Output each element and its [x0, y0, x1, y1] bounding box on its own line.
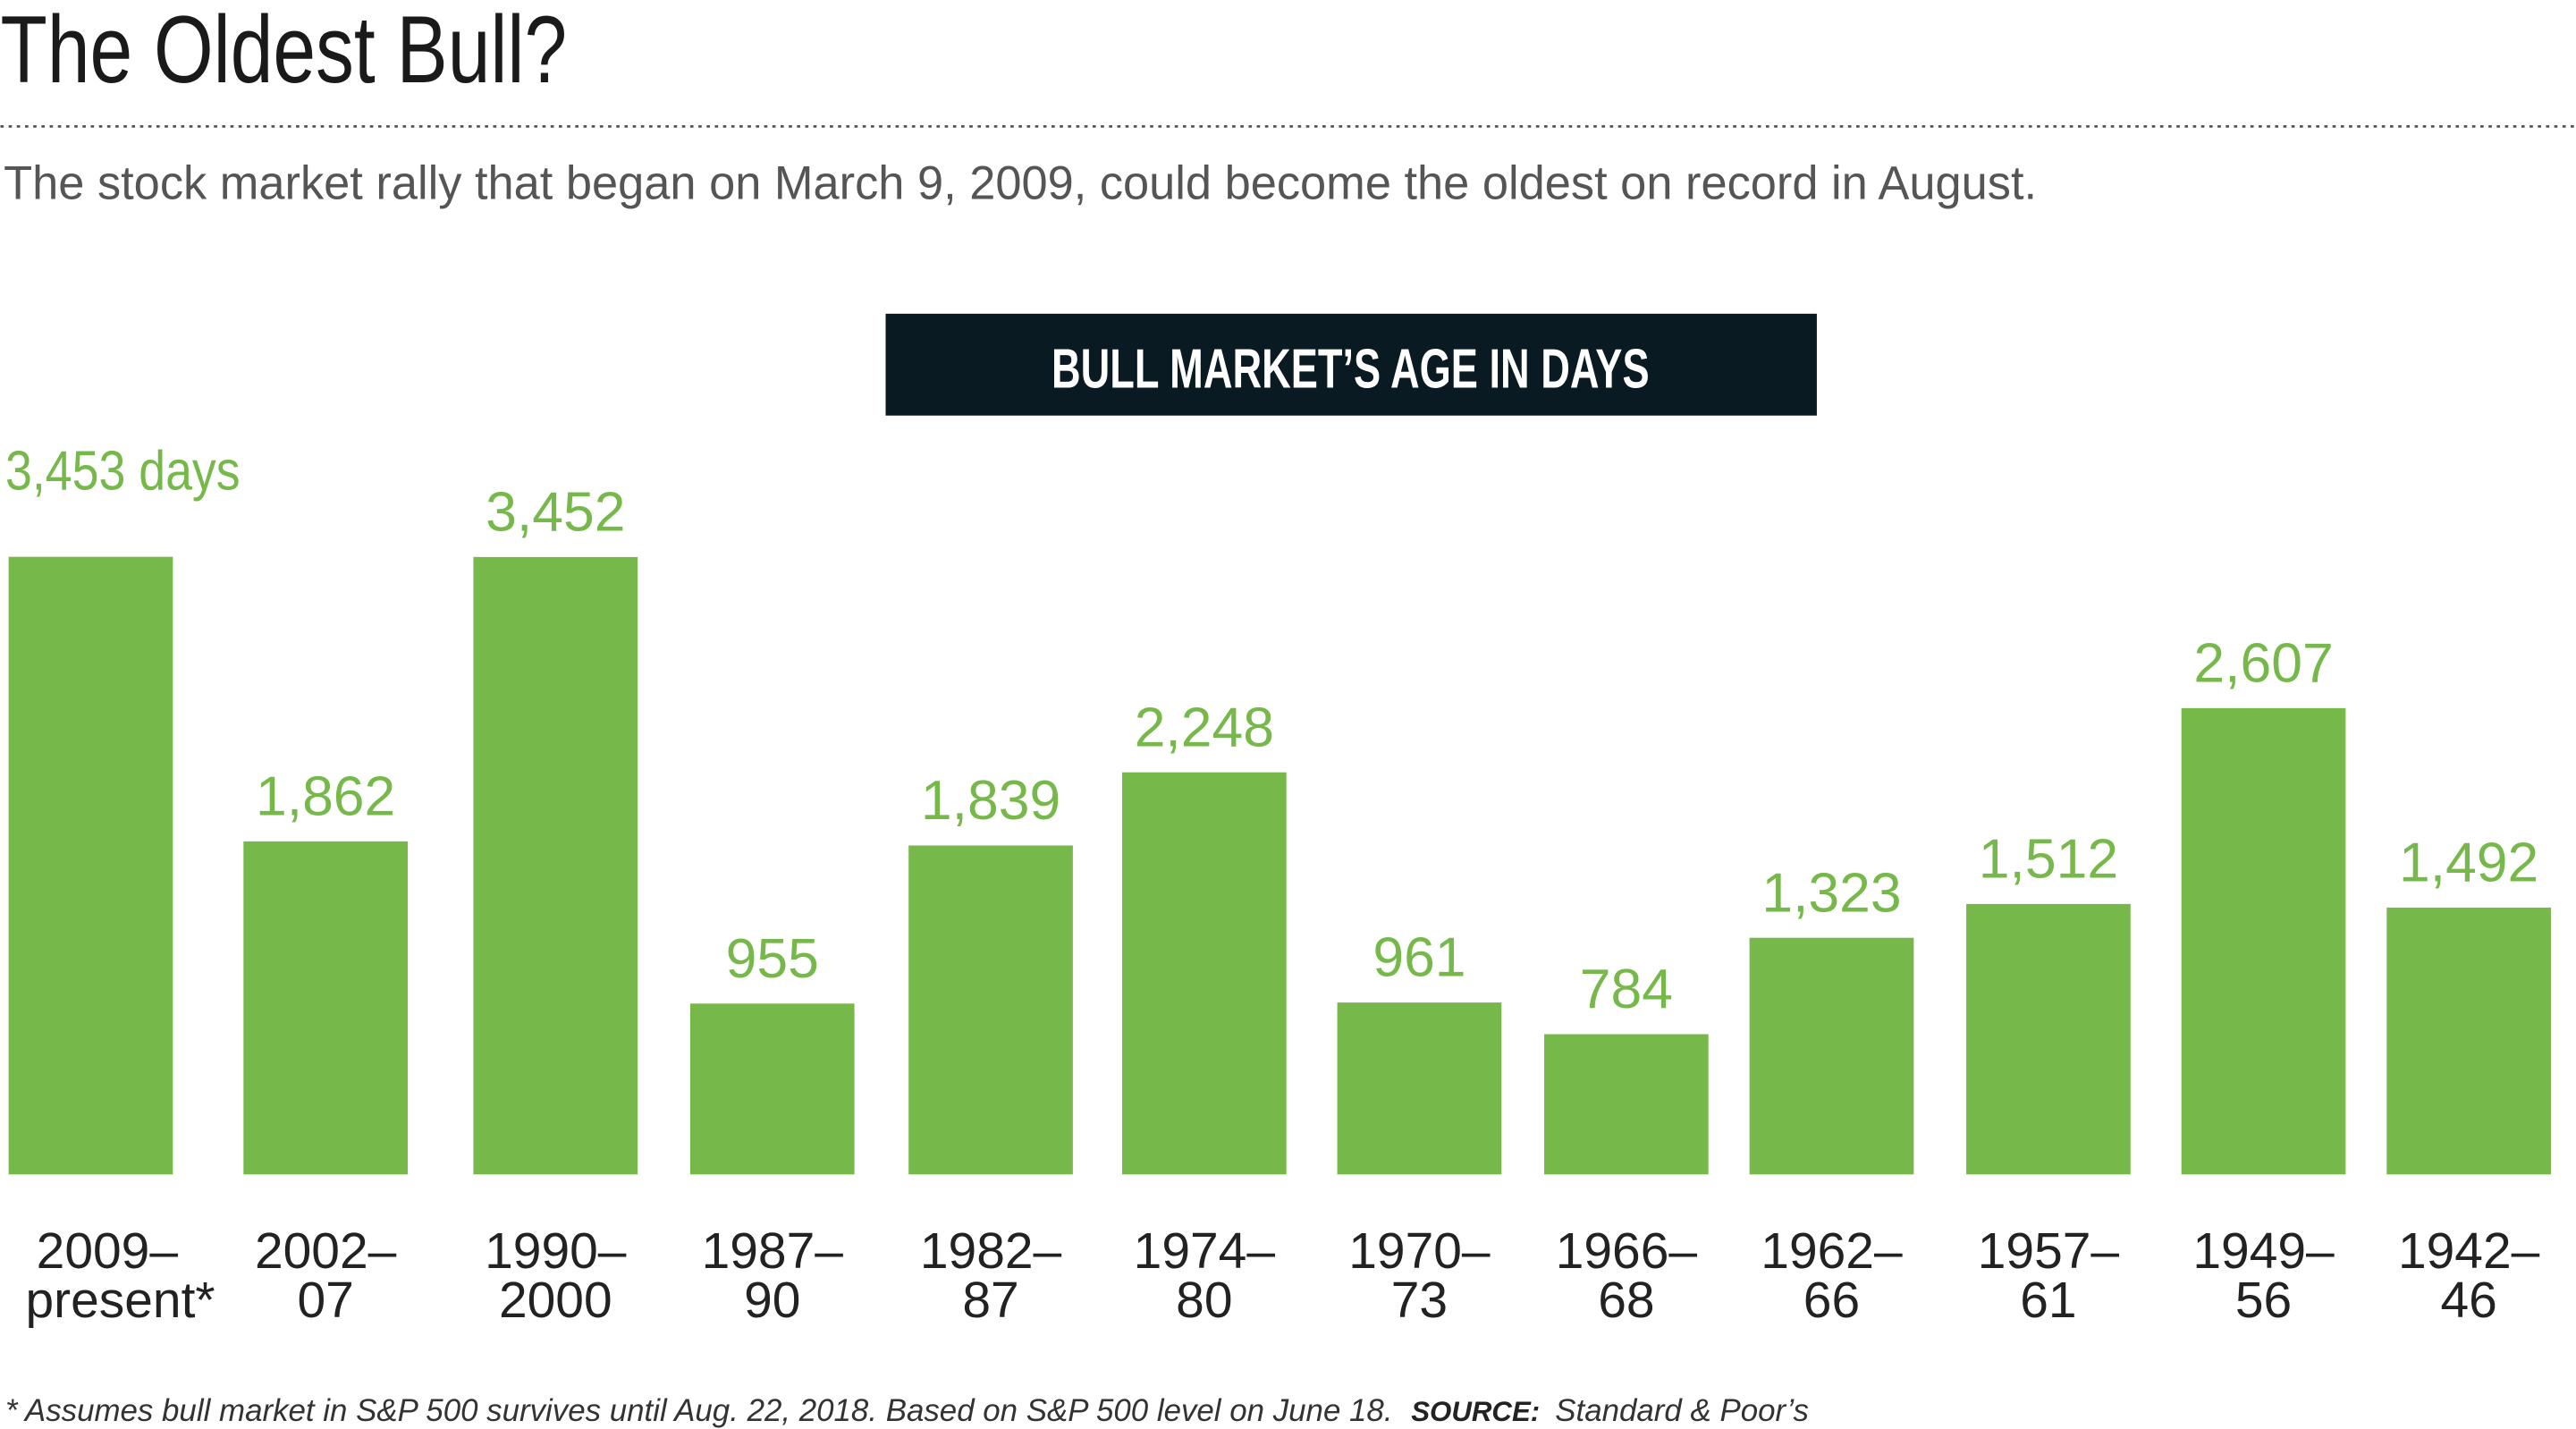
- bar-11: [2386, 907, 2551, 1175]
- category-label-5-line2: 80: [1176, 1272, 1232, 1329]
- bar-0: [8, 556, 173, 1175]
- chart-title: BULL MARKET’S AGE IN DAYS: [1052, 337, 1650, 400]
- value-label-8: 1,323: [1761, 861, 1901, 924]
- category-label-7-line2: 68: [1598, 1272, 1654, 1329]
- bar-6: [1337, 1002, 1502, 1175]
- bar-10: [2181, 707, 2346, 1175]
- bar-2: [473, 556, 638, 1175]
- chart-title-box: [885, 313, 1817, 416]
- category-label-6-line2: 73: [1391, 1272, 1448, 1329]
- bar-3: [689, 1003, 855, 1175]
- value-label-1: 1,862: [256, 765, 395, 827]
- bar-8: [1749, 937, 1914, 1175]
- footnote-text: * Assumes bull market in S&P 500 survive…: [5, 1393, 1393, 1428]
- source-text: Standard & Poor’s: [1555, 1393, 1809, 1428]
- category-label-1-line1: 2002–: [255, 1222, 397, 1280]
- subtitle: The stock market rally that began on Mar…: [4, 156, 2037, 209]
- bar-5: [1121, 772, 1287, 1175]
- page-title: The Oldest Bull?: [0, 0, 567, 103]
- value-label-6: 961: [1372, 926, 1465, 989]
- value-label-10: 2,607: [2193, 631, 2333, 694]
- category-label-11-line2: 46: [2440, 1272, 2496, 1329]
- bar-4: [908, 845, 1073, 1175]
- category-label-6-line1: 1970–: [1348, 1222, 1491, 1280]
- bar-1: [243, 841, 408, 1175]
- category-label-0-line2: present*: [26, 1272, 215, 1329]
- category-label-9-line2: 61: [2020, 1272, 2076, 1329]
- category-label-2-line1: 1990–: [485, 1222, 627, 1280]
- value-label-2: 3,452: [486, 480, 625, 543]
- value-label-9: 1,512: [1979, 827, 2118, 890]
- category-label-8-line1: 1962–: [1761, 1222, 1903, 1280]
- category-label-2-line2: 2000: [499, 1272, 612, 1329]
- category-label-8-line2: 66: [1803, 1272, 1860, 1329]
- category-label-1-line2: 07: [297, 1272, 353, 1329]
- value-label-7: 784: [1580, 958, 1673, 1020]
- bar-7: [1544, 1034, 1709, 1175]
- value-label-0: 3,453 days: [5, 439, 241, 502]
- source-label: SOURCE:: [1411, 1396, 1540, 1427]
- value-label-11: 1,492: [2399, 831, 2538, 893]
- bars-group: 3,453 days 2009–present* 1,862 2002–07 3,452…: [5, 439, 2551, 1329]
- category-label-7-line1: 1966–: [1556, 1222, 1698, 1280]
- category-label-3-line2: 90: [744, 1272, 800, 1329]
- footnote: * Assumes bull market in S&P 500 survive…: [5, 1393, 1809, 1428]
- bar-9: [1966, 903, 2131, 1175]
- value-label-4: 1,839: [921, 769, 1060, 832]
- category-label-11-line1: 1942–: [2398, 1222, 2540, 1280]
- value-label-5: 2,248: [1135, 696, 1274, 758]
- category-label-4-line1: 1982–: [920, 1222, 1062, 1280]
- category-label-5-line1: 1974–: [1134, 1222, 1276, 1280]
- value-label-3: 955: [726, 927, 819, 990]
- category-label-3-line1: 1987–: [702, 1222, 844, 1280]
- category-label-9-line1: 1957–: [1978, 1222, 2120, 1280]
- category-label-10-line2: 56: [2235, 1272, 2292, 1329]
- category-label-4-line2: 87: [962, 1272, 1018, 1329]
- category-label-0-line1: 2009–: [37, 1222, 179, 1280]
- category-label-10-line1: 1949–: [2192, 1222, 2335, 1280]
